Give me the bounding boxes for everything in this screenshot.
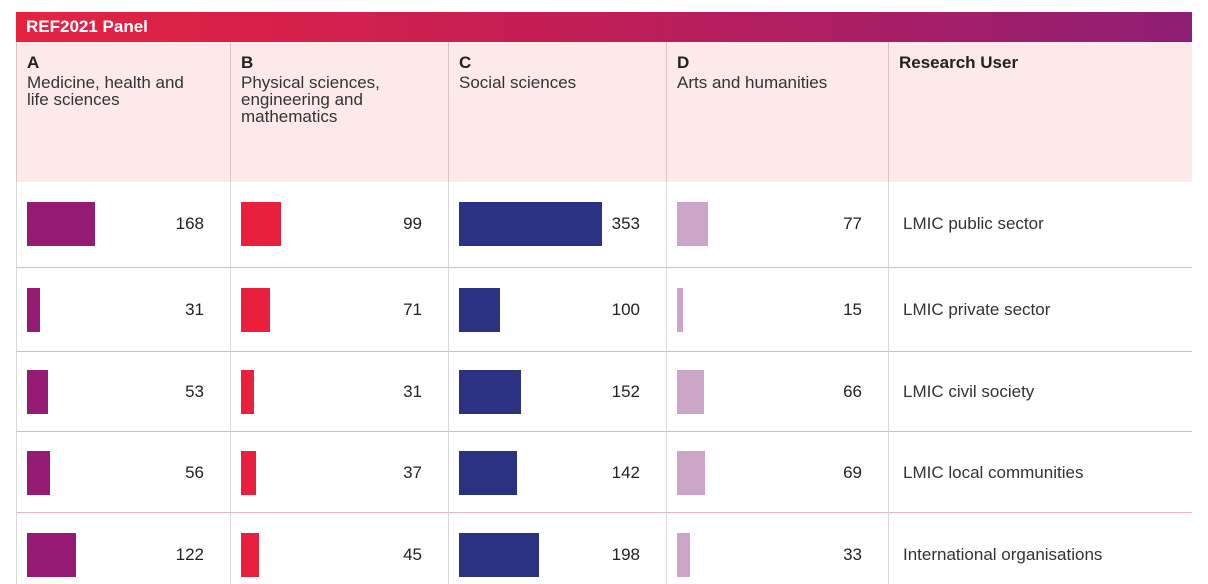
bar — [27, 533, 77, 577]
column-name: Physical sciences, engineering and mathe… — [241, 73, 380, 126]
column-name: Arts and humanities — [677, 73, 828, 92]
value: 142 — [611, 462, 640, 482]
value: 31 — [185, 300, 204, 319]
bar — [459, 533, 540, 577]
column-header: A Medicine, health and life sciences — [16, 42, 230, 182]
research-user: LMIC public sector — [903, 214, 1044, 233]
value: 198 — [611, 545, 640, 564]
cell: 66 — [666, 352, 888, 432]
column-letter: B — [241, 53, 254, 72]
value: 152 — [611, 382, 640, 401]
value: 71 — [403, 300, 422, 319]
value: 168 — [175, 214, 204, 233]
cell: 353 — [448, 182, 666, 268]
column-header: Research User — [888, 42, 1192, 182]
cell: 100 — [448, 268, 666, 352]
value: 353 — [611, 214, 640, 233]
cell: 31 — [230, 352, 448, 432]
bar — [241, 450, 256, 495]
column-letter: C — [459, 53, 472, 72]
value: 56 — [185, 462, 204, 482]
cell: 56 — [16, 432, 230, 513]
value: 99 — [403, 214, 422, 233]
column-name: Medicine, health and life sciences — [27, 73, 184, 109]
value: 66 — [843, 382, 862, 401]
research-user: International organisations — [903, 545, 1103, 564]
cell: 69 — [666, 432, 888, 513]
bar — [459, 202, 602, 246]
cell: 15 — [666, 268, 888, 352]
cell: 152 — [448, 352, 666, 432]
cell: 45 — [230, 513, 448, 584]
column-letter: D — [677, 53, 690, 72]
bar — [677, 370, 704, 414]
bar — [459, 370, 521, 414]
value: 31 — [403, 382, 422, 401]
bar — [241, 202, 282, 246]
cell: 77 — [666, 182, 888, 268]
cell: LMIC civil society — [888, 352, 1192, 432]
research-user: LMIC local communities — [903, 462, 1084, 482]
cell: LMIC private sector — [888, 268, 1192, 352]
cell: 122 — [16, 513, 230, 584]
value: 69 — [843, 462, 862, 482]
bar — [459, 288, 500, 332]
value: 15 — [843, 300, 862, 319]
bar — [677, 533, 691, 577]
bar — [27, 288, 40, 332]
bar — [677, 202, 709, 246]
value: 122 — [175, 545, 204, 564]
column-header: B Physical sciences, engineering and math… — [230, 42, 448, 182]
value: 53 — [185, 382, 204, 401]
cell: 31 — [16, 268, 230, 352]
cell: International organisations — [888, 513, 1192, 584]
value: 77 — [843, 214, 862, 233]
column-header: C Social sciences — [448, 42, 666, 182]
bar — [241, 370, 254, 414]
bar — [241, 533, 260, 577]
column-header: D Arts and humanities — [666, 42, 888, 182]
cell: 37 — [230, 432, 448, 513]
research-user: LMIC civil society — [903, 382, 1035, 401]
bar — [459, 450, 517, 495]
bar — [27, 202, 96, 246]
research-user: LMIC private sector — [903, 300, 1051, 319]
cell: 33 — [666, 513, 888, 584]
cell: 142 — [448, 432, 666, 513]
cell: 168 — [16, 182, 230, 268]
value: 45 — [403, 545, 422, 564]
cell: 198 — [448, 513, 666, 584]
bar — [27, 450, 50, 495]
cell: LMIC public sector — [888, 182, 1192, 268]
bar — [677, 450, 705, 495]
column-name: Social sciences — [459, 73, 577, 92]
user-header: Research User — [899, 53, 1019, 72]
bar — [677, 288, 684, 332]
panel-title: REF2021 Panel — [16, 12, 1192, 42]
value: 100 — [611, 300, 640, 319]
column-letter: A — [27, 53, 40, 72]
cell: LMIC local communities — [888, 432, 1192, 513]
bar — [27, 370, 49, 414]
value: 37 — [403, 462, 422, 482]
cell: 71 — [230, 268, 448, 352]
value: 33 — [843, 545, 862, 564]
cell: 99 — [230, 182, 448, 268]
cell: 53 — [16, 352, 230, 432]
bar — [241, 288, 270, 332]
